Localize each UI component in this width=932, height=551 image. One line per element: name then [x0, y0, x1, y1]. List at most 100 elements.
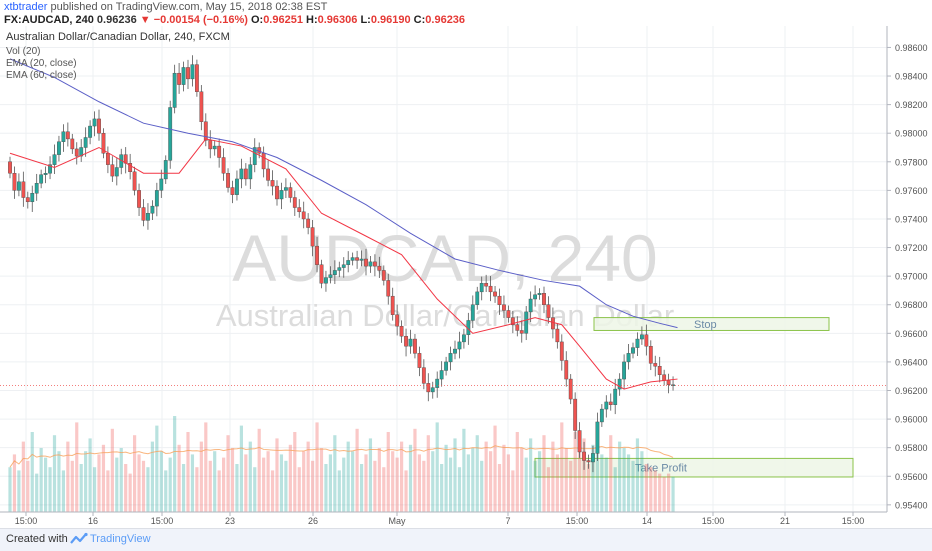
volume-bar: [351, 451, 355, 512]
candle-body: [190, 64, 195, 80]
candle-body: [150, 205, 155, 214]
low-value: 0.96190: [370, 14, 411, 26]
volume-bar: [626, 454, 631, 512]
volume-bar: [622, 448, 626, 512]
legend-volume: Vol (20): [6, 46, 40, 57]
volume-bar: [44, 457, 48, 512]
candle-body: [546, 304, 551, 318]
volume-bar: [128, 473, 132, 512]
volume-bar: [199, 441, 203, 512]
volume-bar: [373, 460, 377, 512]
candle-body: [439, 370, 444, 380]
candle-body: [462, 334, 466, 343]
volume-bar: [164, 470, 168, 512]
volume-bar: [119, 448, 123, 512]
volume-bar: [270, 470, 275, 512]
volume-bar: [88, 438, 92, 512]
volume-bar: [346, 441, 350, 512]
volume-bar: [551, 441, 555, 512]
price-tick-label: 0.95800: [895, 443, 928, 453]
price-chart[interactable]: AUDCAD, 240 Australian Dollar/Canadian D…: [0, 26, 932, 528]
volume-bar: [355, 428, 359, 512]
volume-bar: [564, 448, 568, 512]
volume-bar: [364, 454, 368, 512]
candle-body: [421, 367, 426, 384]
volume-bar: [324, 464, 328, 512]
volume-bar: [302, 451, 306, 512]
volume-bar: [26, 460, 30, 512]
volume-bar: [662, 476, 666, 512]
volume-bar: [279, 454, 284, 512]
volume-bar: [497, 464, 502, 512]
candle-body: [301, 211, 306, 220]
volume-bar: [511, 470, 515, 512]
volume-bar: [190, 454, 195, 512]
volume-bar: [448, 457, 453, 512]
chart-title: Australian Dollar/Canadian Dollar, 240, …: [6, 31, 230, 43]
candle-body: [74, 148, 79, 157]
price-tick-label: 0.95600: [895, 472, 928, 482]
time-tick-label: 21: [780, 516, 790, 526]
candle-body: [617, 378, 622, 390]
candle-body: [475, 291, 480, 305]
price-tick-label: 0.97400: [895, 214, 928, 224]
volume-bar: [150, 441, 154, 512]
tradingview-logo-icon[interactable]: [70, 532, 88, 546]
candle-body: [159, 178, 164, 191]
volume-bar: [653, 470, 657, 512]
candle-body: [172, 72, 177, 108]
author-link[interactable]: xtbtrader: [4, 1, 48, 13]
price-tick-label: 0.98600: [895, 43, 928, 53]
price-axis-bg: [887, 26, 932, 528]
candle-body: [377, 265, 382, 271]
volume-bar: [595, 428, 599, 512]
candle-body: [186, 67, 190, 80]
volume-bar: [457, 467, 462, 512]
open-label: O:: [250, 14, 264, 26]
candle-body: [657, 366, 662, 375]
volume-bar: [444, 444, 448, 512]
volume-bar: [413, 428, 417, 512]
candle-body: [640, 334, 644, 340]
high-label: H:: [306, 14, 318, 26]
volume-bar: [315, 422, 319, 512]
candle-body: [217, 145, 222, 158]
volume-bar: [618, 441, 622, 512]
volume-bar: [359, 464, 364, 512]
volume-bar: [635, 438, 640, 512]
down-arrow-icon: ▼: [139, 14, 151, 26]
volume-bar: [440, 464, 444, 512]
candle-body: [319, 264, 324, 284]
volume-bar: [480, 460, 484, 512]
time-tick-label: 23: [225, 516, 235, 526]
volume-bar: [195, 467, 199, 512]
candle-body: [542, 293, 546, 305]
candle-body: [275, 185, 279, 200]
tradingview-brand[interactable]: TradingView: [90, 533, 151, 545]
volume-bar: [471, 448, 475, 512]
candle-body: [39, 174, 44, 184]
volume-bar: [377, 448, 381, 512]
candle-body: [484, 283, 489, 287]
candle-body: [57, 141, 61, 155]
candle-body: [30, 193, 35, 203]
candle-body: [61, 131, 66, 142]
volume-bar: [542, 435, 546, 512]
volume-bar: [297, 467, 301, 512]
candle-body: [52, 154, 57, 165]
price-tick-label: 0.98000: [895, 129, 928, 139]
volume-bar: [426, 435, 430, 512]
volume-bar: [244, 454, 248, 512]
price-tick-label: 0.96000: [895, 415, 928, 425]
volume-bar: [137, 454, 141, 512]
candle-body: [243, 168, 248, 180]
volume-bar: [235, 464, 239, 512]
candle-body: [288, 187, 293, 198]
candle-body: [177, 72, 181, 85]
volume-bar: [613, 467, 617, 512]
candle-body: [662, 374, 667, 381]
candle-body: [577, 430, 582, 453]
volume-bar: [484, 441, 488, 512]
candle-body: [671, 384, 675, 386]
volume-bar: [391, 451, 395, 512]
